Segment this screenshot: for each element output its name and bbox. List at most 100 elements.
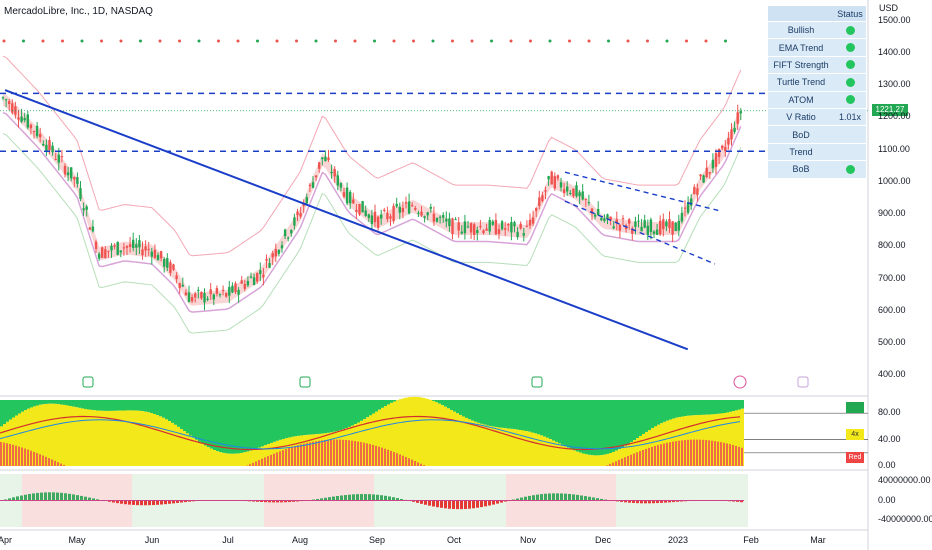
oscillator-yellow-bar — [54, 403, 57, 466]
oscillator-red-bar — [387, 449, 389, 466]
time-axis-label: Sep — [368, 535, 386, 545]
volume-balance-bar — [168, 500, 171, 504]
oscillator-green-bar — [633, 400, 636, 441]
oscillator-green-bar — [237, 400, 240, 454]
oscillator-yellow-bar — [435, 402, 438, 466]
oscillator-yellow-bar — [366, 417, 369, 466]
candle-body — [634, 221, 637, 227]
oscillator-red-bar — [405, 456, 407, 466]
oscillator-zone-badge: 4x — [846, 429, 864, 441]
candle-body — [631, 228, 634, 234]
oscillator-red-bar — [36, 453, 38, 466]
status-label: Turtle Trend — [776, 77, 826, 88]
oscillator-green-bar — [432, 400, 435, 401]
oscillator-red-bar — [639, 451, 641, 466]
volume-balance-bar — [24, 494, 27, 501]
oscillator-red-bar — [63, 464, 65, 466]
candle-body — [63, 165, 67, 175]
y-tick-label: 800.00 — [878, 240, 906, 251]
oscillator-yellow-bar — [96, 410, 99, 466]
candle-body — [361, 201, 364, 213]
candle-body — [342, 192, 346, 197]
candle-body — [274, 249, 277, 257]
oscillator-red-bar — [732, 445, 734, 466]
volume-balance-bar — [444, 500, 447, 509]
signal-dot — [509, 39, 513, 43]
candle-body — [448, 218, 451, 227]
oscillator-yellow-bar — [147, 412, 150, 466]
oscillator-green-bar — [492, 400, 495, 427]
oscillator-yellow-bar — [570, 449, 573, 466]
candle-body — [287, 237, 290, 239]
volume-balance-bar — [344, 495, 347, 501]
symbol-title: MercadoLibre, Inc., 1D, NASDAQ — [4, 6, 153, 17]
oscillator-red-bar — [714, 441, 716, 466]
signal-dot — [490, 39, 493, 43]
oscillator-red-bar — [270, 454, 272, 466]
candle-body — [727, 138, 730, 145]
status-row-atom: ATOM — [768, 90, 866, 108]
oscillator-yellow-bar — [75, 407, 78, 466]
volume-balance-bar — [540, 494, 543, 501]
oscillator-red-bar — [297, 445, 299, 466]
oscillator-green-bar — [126, 400, 129, 411]
oscillator-green-bar — [219, 400, 222, 453]
oscillator-yellow-bar — [426, 398, 429, 466]
candle-body — [690, 198, 693, 206]
oscillator-red-bar — [726, 443, 728, 466]
candle-body — [730, 129, 733, 140]
signal-dot — [80, 39, 84, 43]
oscillator-green-bar — [72, 400, 75, 407]
volume-balance-bar — [480, 500, 483, 508]
signal-dot — [529, 39, 532, 43]
time-axis-label: Dec — [594, 535, 612, 545]
volume-balance-bar — [12, 497, 15, 501]
volume-balance-bar — [660, 500, 663, 503]
oscillator-base-line — [0, 419, 741, 450]
oscillator-yellow-bar — [381, 407, 384, 466]
volume-balance-bar — [552, 493, 555, 501]
oscillator-green-bar — [30, 400, 33, 408]
oscillator-yellow-bar — [411, 396, 414, 466]
oscillator-red-bar — [306, 442, 308, 466]
candle-body — [733, 127, 736, 132]
candle-body — [268, 263, 271, 268]
volume-balance-bar — [428, 500, 431, 506]
candle-body — [54, 158, 57, 160]
candle-body — [469, 223, 473, 233]
volume-balance-bar — [120, 500, 123, 504]
candle-body — [194, 293, 197, 298]
y-tick-label: 900.00 — [878, 208, 906, 219]
oscillator-red-bar — [30, 450, 32, 466]
oscillator-yellow-bar — [90, 409, 93, 466]
oscillator-yellow-bar — [258, 447, 261, 466]
signal-dot — [704, 39, 708, 43]
oscillator-green-bar — [96, 400, 99, 411]
candle-body — [88, 227, 91, 230]
candle-body — [721, 145, 724, 149]
candle-body — [535, 208, 538, 211]
oscillator-green-bar — [318, 400, 321, 434]
candle-body — [513, 222, 516, 227]
oscillator-green-bar — [630, 400, 633, 443]
status-panel: Status Bullish EMA Trend FIFT Strength Turt… — [768, 6, 866, 178]
oscillator-red-bar — [630, 454, 632, 466]
candle-body — [175, 275, 178, 280]
oscillator-red-bar — [282, 450, 284, 466]
candle-body — [621, 218, 625, 220]
candle-body — [104, 249, 107, 258]
volume-balance-bar — [624, 500, 627, 503]
oscillator-yellow-bar — [237, 453, 240, 466]
oscillator-yellow-bar — [243, 452, 246, 466]
oscillator-yellow-bar — [24, 410, 27, 466]
oscillator-green-bar — [651, 400, 654, 429]
candle-body — [57, 154, 60, 163]
oscillator-green-bar — [339, 400, 342, 431]
volume-balance-bar — [156, 500, 159, 505]
time-axis-label: May — [68, 535, 86, 545]
candle-body — [60, 156, 64, 158]
candle-body — [1, 97, 5, 99]
candle-body — [482, 230, 485, 234]
oscillator-red-bar — [699, 439, 701, 466]
